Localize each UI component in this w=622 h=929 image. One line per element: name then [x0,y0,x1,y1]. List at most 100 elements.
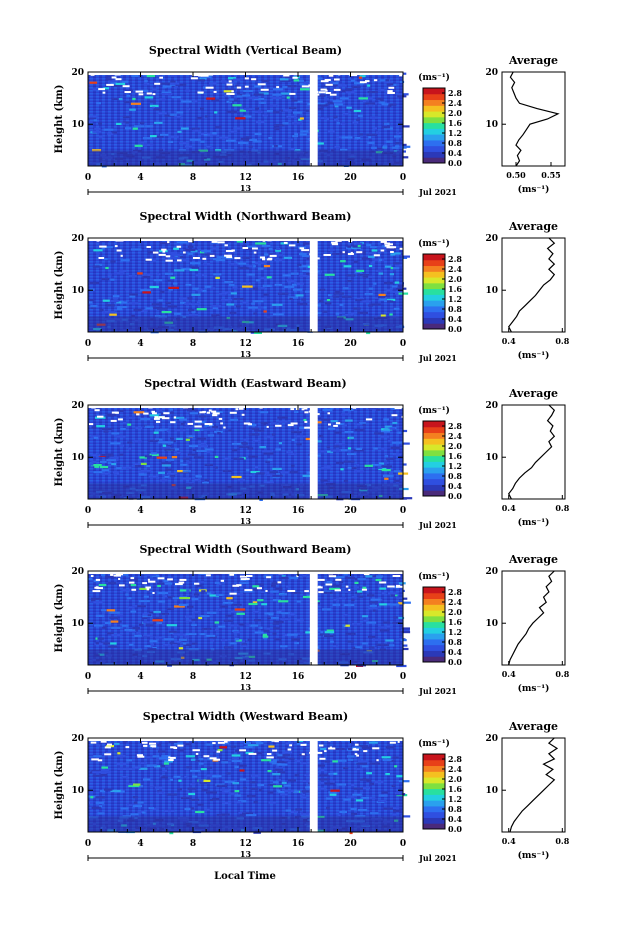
heatmap-cell [326,299,331,302]
heatmap-cell [220,788,229,791]
heatmap-cell [248,151,252,154]
heatmap-cell [351,467,357,470]
heatmap-cell [142,156,151,159]
heatmap-cell [147,614,152,617]
heatmap-cell [162,769,167,772]
heatmap-cell [156,621,162,625]
heatmap-cell [273,627,280,630]
heatmap-cell [292,135,298,138]
heatmap-missing [224,740,228,743]
heatmap-cell [225,291,230,294]
heatmap-cell [350,492,355,496]
heatmap-cell [363,100,367,103]
heatmap-cell [391,407,396,410]
heatmap-cell [361,642,369,645]
heatmap-cell [207,133,218,136]
heatmap-cell [196,449,207,452]
heatmap-cell [159,428,169,431]
heatmap-cell [252,585,260,588]
colorbar-segment [423,455,445,462]
heatmap-cell [267,458,273,461]
heatmap-missing [389,246,397,249]
heatmap-cell [190,783,196,786]
average-y-tick-label: 20 [485,567,498,577]
heatmap-cell [269,104,278,107]
heatmap-cell [343,424,347,427]
heatmap-cell [108,582,117,585]
heatmap-cell [239,109,246,112]
average-x-tick-label: 0.8 [555,836,569,846]
colorbar-segment [423,759,445,767]
heatmap-cell [230,292,237,295]
heatmap-cell [242,656,249,659]
date-label: Jul 2021 [418,686,457,696]
heatmap-cell [250,470,260,474]
heatmap-cell [388,427,396,430]
heatmap-cell [264,612,274,615]
heatmap-cell [138,785,144,788]
heatmap-cell [225,257,234,260]
heatmap-cell [249,485,255,488]
heatmap-cell [241,94,251,97]
colorbar-segment [423,323,445,330]
heatmap-cell [196,117,203,120]
x-tick-label: 0 [400,839,406,849]
heatmap-cell [232,449,238,452]
heatmap-missing [115,78,122,81]
colorbar-segment [423,265,445,272]
heatmap-cell [105,663,116,666]
average-x-tick-label: 0.4 [502,336,516,346]
heatmap-cell [275,448,281,451]
heatmap-cell [361,797,369,800]
heatmap-missing [130,577,135,580]
colorbar-segment [423,282,445,290]
heatmap-cell [353,307,361,310]
heatmap-missing [325,83,333,86]
x-tick-label: 12 [239,839,252,849]
heatmap-cell [131,150,138,154]
heatmap-cell [223,742,230,745]
heatmap-cell [330,780,335,783]
heatmap-cell [101,247,105,250]
heatmap-cell [341,136,353,139]
heatmap-cell [393,162,403,165]
heatmap-cell [107,273,112,276]
heatmap-missing [243,422,251,425]
heatmap-cell [93,436,99,439]
heatmap-cell [263,293,269,296]
heatmap-cell [271,433,276,436]
heatmap-cell [259,163,269,166]
heatmap-cell [149,611,154,614]
heatmap-missing [276,86,280,89]
heatmap-missing [151,410,155,413]
heatmap-cell [332,295,340,298]
colorbar-segment [423,449,445,457]
heatmap-cell [326,806,330,810]
heatmap-cell [146,465,150,468]
heatmap-cell [151,824,162,827]
heatmap-cell [185,283,192,287]
heatmap-cell [127,597,132,600]
heatmap-cell [364,464,373,467]
heatmap-cell [185,407,192,410]
heatmap-cell [324,98,329,101]
heatmap-cell [377,316,388,319]
heatmap-cell [389,472,393,475]
heatmap-cell [254,331,262,334]
date-label: Jul 2021 [418,520,457,530]
heatmap-cell [300,742,305,745]
day-label: 13 [240,516,252,526]
heatmap-cell [178,647,184,650]
heatmap-cell [301,298,306,301]
heatmap-cell [271,303,283,306]
heatmap-cell [272,111,280,114]
heatmap-missing [98,257,105,259]
heatmap-missing [110,419,117,422]
heatmap-cell [396,596,403,599]
heatmap-cell [368,304,374,307]
heatmap-cell [353,449,365,452]
heatmap-cell [373,447,378,450]
heatmap-cell [204,478,209,481]
heatmap-cell [222,469,233,473]
y-tick-label: 20 [71,68,84,78]
